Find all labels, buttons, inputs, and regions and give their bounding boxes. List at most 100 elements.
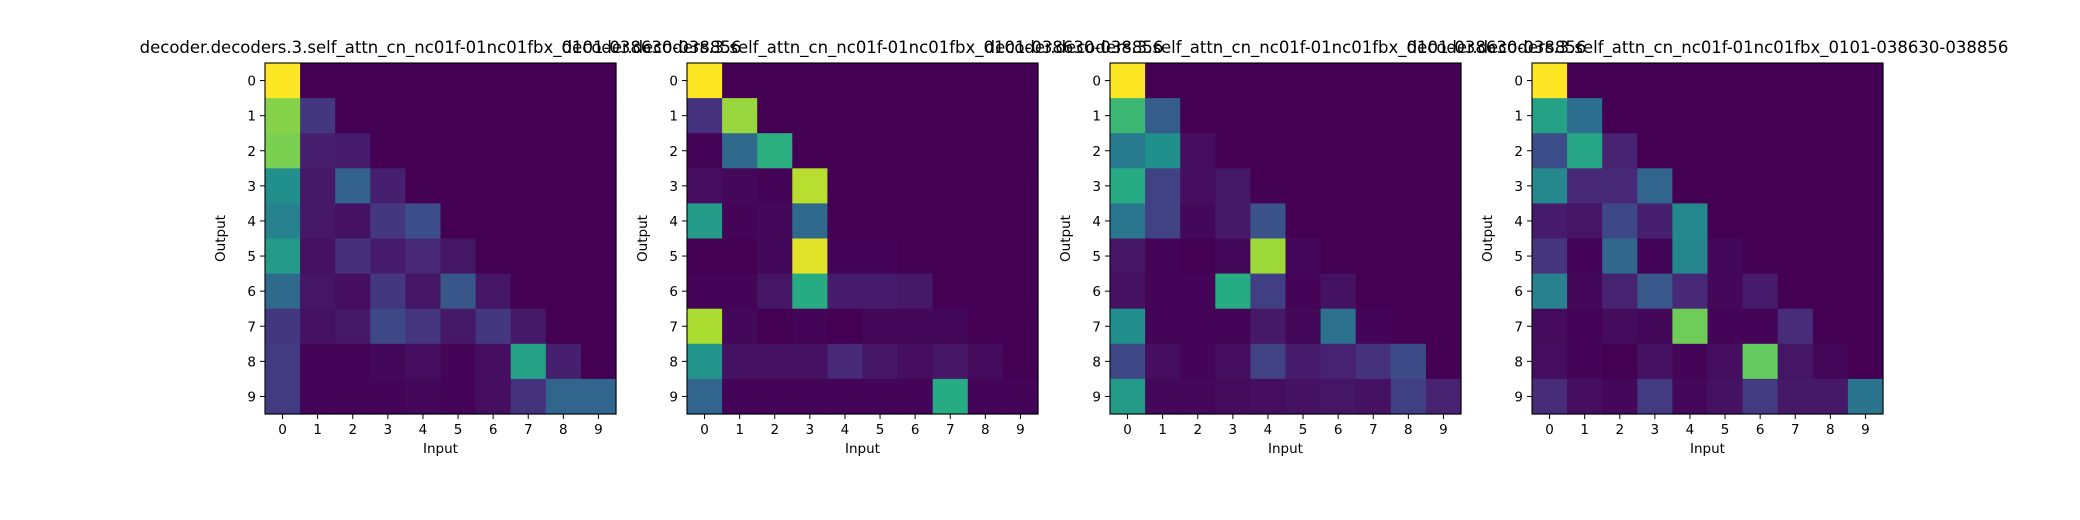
- heatmap-cell: [335, 238, 371, 275]
- heatmap-cell: [792, 133, 828, 169]
- heatmap-cell: [405, 63, 442, 99]
- heatmap-cell: [1390, 133, 1427, 169]
- y-tick-label: 2: [1092, 144, 1101, 160]
- y-tick-label: 8: [1514, 354, 1523, 370]
- heatmap-cell: [792, 378, 828, 415]
- heatmap-cell: [1250, 378, 1287, 415]
- heatmap-cell: [1110, 378, 1146, 415]
- heatmap-cell: [1390, 378, 1427, 415]
- heatmap-cell: [1145, 238, 1181, 275]
- heatmap-cell: [1567, 98, 1603, 134]
- heatmap-cell: [1672, 168, 1709, 204]
- x-tick-label: 1: [313, 422, 322, 438]
- heatmap-cell: [897, 238, 934, 275]
- heatmap-cell: [862, 203, 899, 240]
- heatmap-cell: [440, 133, 477, 169]
- heatmap-cell: [265, 133, 301, 169]
- heatmap-cell: [862, 168, 899, 204]
- heatmap-cell: [862, 308, 899, 345]
- heatmap-cell: [1637, 343, 1673, 380]
- heatmap-cell: [1847, 308, 1884, 345]
- heatmap-panel-2: decoder.decoders.3.self_attn_cn_nc01f-01…: [562, 38, 1164, 457]
- x-tick-label: 4: [1264, 422, 1273, 438]
- heatmap-cell: [1812, 133, 1849, 169]
- y-tick-label: 3: [247, 179, 256, 195]
- heatmap-cell: [1532, 343, 1568, 380]
- heatmap-cell: [967, 238, 1004, 275]
- heatmap-cell: [1285, 273, 1322, 310]
- axes-frame: [1109, 62, 1462, 415]
- heatmap-cell: [1707, 378, 1744, 415]
- heatmap-cell: [265, 238, 301, 275]
- heatmap-cell: [1285, 98, 1322, 134]
- heatmap-cell: [1180, 308, 1216, 345]
- y-axis-label: Output: [635, 215, 651, 262]
- heatmap-cell: [687, 343, 723, 380]
- heatmap-cell: [1390, 63, 1427, 99]
- heatmap-cell: [300, 308, 336, 345]
- heatmap-cell: [580, 238, 617, 275]
- heatmap-cell: [1180, 273, 1216, 310]
- x-tick-label: 4: [419, 422, 428, 438]
- heatmap-cell: [1110, 63, 1146, 99]
- x-tick-label: 2: [348, 422, 357, 438]
- heatmap-cell: [440, 63, 477, 99]
- y-tick-label: 8: [247, 354, 256, 370]
- x-tick-label: 4: [841, 422, 850, 438]
- heatmap-cell: [1847, 133, 1884, 169]
- heatmap-cell: [1812, 63, 1849, 99]
- heatmap-cell: [1002, 98, 1039, 134]
- heatmap-cell: [967, 273, 1004, 310]
- heatmap-cell: [1742, 203, 1779, 240]
- heatmap-cell: [932, 133, 969, 169]
- y-tick-label: 0: [247, 74, 256, 90]
- heatmap-cell: [1602, 238, 1638, 275]
- heatmap-cell: [370, 343, 406, 380]
- y-tick-label: 5: [247, 249, 256, 265]
- heatmap-cell: [1707, 343, 1744, 380]
- x-tick-label: 6: [911, 422, 920, 438]
- heatmap-cell: [1355, 203, 1392, 240]
- heatmap-cell: [300, 63, 336, 99]
- heatmap-cell: [335, 378, 371, 415]
- heatmap-cell: [1355, 63, 1392, 99]
- heatmap-cell: [1320, 168, 1357, 204]
- heatmap-cell: [1637, 378, 1673, 415]
- y-tick-label: 5: [1514, 249, 1523, 265]
- y-tick-label: 8: [1092, 354, 1101, 370]
- heatmap-cell: [1532, 98, 1568, 134]
- y-tick-label: 7: [669, 319, 678, 335]
- heatmap-cell: [475, 378, 512, 415]
- heatmap-cell: [265, 63, 301, 99]
- heatmap-cell: [405, 378, 442, 415]
- heatmap-cell: [580, 343, 617, 380]
- heatmap-cell: [440, 378, 477, 415]
- heatmap-cell: [1742, 98, 1779, 134]
- heatmap-cell: [1180, 98, 1216, 134]
- heatmap-cell: [545, 203, 582, 240]
- heatmap-cell: [580, 133, 617, 169]
- heatmap-cell: [897, 168, 934, 204]
- heatmap-cell: [1777, 133, 1814, 169]
- heatmap-cell: [792, 63, 828, 99]
- heatmap-cell: [1602, 203, 1638, 240]
- heatmap-cell: [827, 238, 864, 275]
- heatmap-cell: [722, 168, 758, 204]
- heatmap-cell: [687, 133, 723, 169]
- heatmap-cell: [335, 343, 371, 380]
- x-tick-label: 0: [700, 422, 709, 438]
- heatmap-cell: [1567, 133, 1603, 169]
- y-tick-label: 3: [1514, 179, 1523, 195]
- heatmap-cell: [1425, 238, 1462, 275]
- heatmap-cell: [510, 238, 547, 275]
- y-tick-label: 4: [247, 214, 256, 230]
- heatmap-cell: [1812, 168, 1849, 204]
- heatmap-cell: [1425, 308, 1462, 345]
- heatmap-cell: [545, 63, 582, 99]
- heatmap-cell: [827, 308, 864, 345]
- y-tick-label: 8: [669, 354, 678, 370]
- heatmap-cell: [1777, 308, 1814, 345]
- heatmap-cell: [1532, 273, 1568, 310]
- y-axis-label: Output: [213, 215, 229, 262]
- y-tick-label: 4: [1092, 214, 1101, 230]
